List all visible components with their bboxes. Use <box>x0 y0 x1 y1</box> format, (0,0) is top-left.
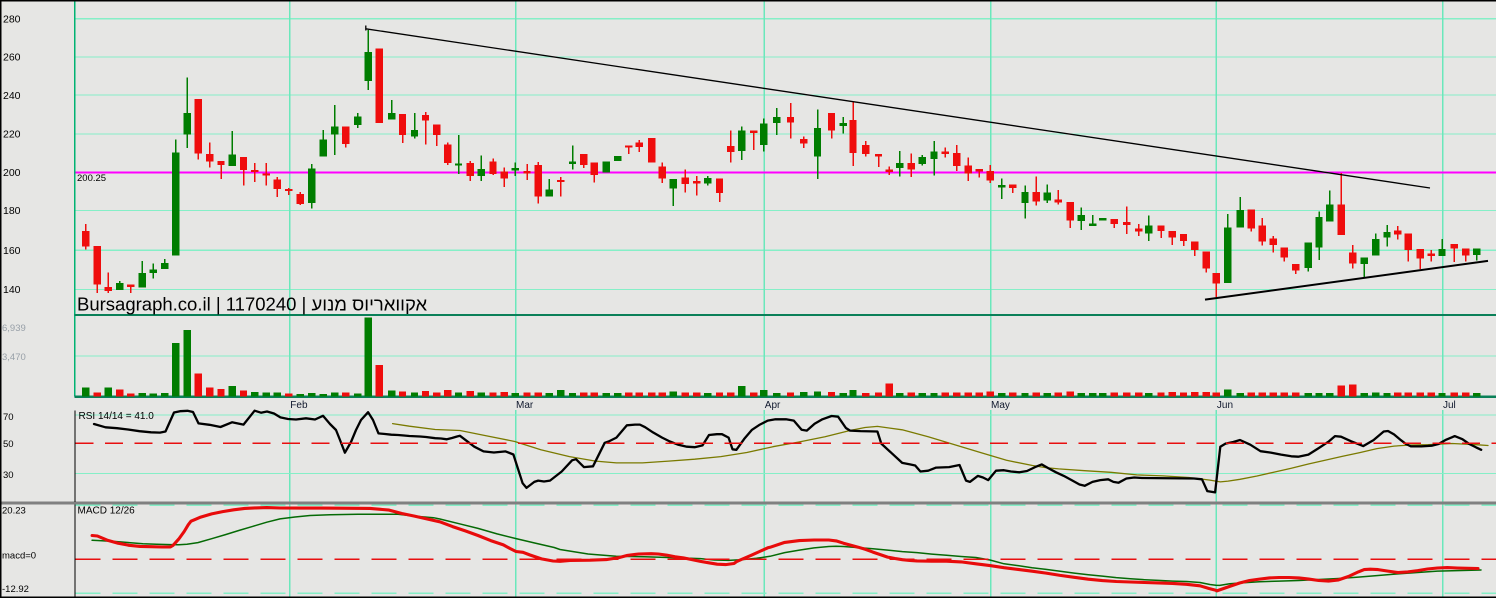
svg-text:160: 160 <box>3 245 21 257</box>
svg-text:20.23: 20.23 <box>2 506 26 517</box>
svg-text:200.25: 200.25 <box>77 173 106 184</box>
svg-text:200: 200 <box>3 167 21 179</box>
svg-text:MACD 12/26: MACD 12/26 <box>78 505 136 516</box>
svg-text:220: 220 <box>3 129 21 141</box>
svg-text:240: 240 <box>3 90 21 102</box>
svg-text:140: 140 <box>3 284 21 296</box>
svg-text:260: 260 <box>3 52 21 64</box>
svg-text:30: 30 <box>3 470 14 481</box>
svg-text:Jun: Jun <box>1217 400 1233 411</box>
svg-text:May: May <box>991 400 1010 411</box>
svg-text:180: 180 <box>3 205 21 217</box>
svg-text:Feb: Feb <box>290 400 308 411</box>
svg-text:3,470: 3,470 <box>2 352 26 363</box>
svg-text:Bursagraph.co.il | 1170240 | א: Bursagraph.co.il | 1170240 | אקוואריוס מ… <box>77 294 428 315</box>
svg-text:Jul: Jul <box>1443 400 1456 411</box>
svg-text:-12.92: -12.92 <box>2 584 29 595</box>
svg-text:280: 280 <box>3 13 21 25</box>
svg-text:6,939: 6,939 <box>2 323 26 334</box>
svg-text:Apr: Apr <box>765 400 781 411</box>
svg-text:macd=0: macd=0 <box>2 550 36 561</box>
svg-text:Mar: Mar <box>516 400 534 411</box>
svg-text:RSI 14/14 = 41.0: RSI 14/14 = 41.0 <box>79 411 155 422</box>
svg-text:50: 50 <box>3 439 14 450</box>
svg-text:70: 70 <box>3 412 14 423</box>
